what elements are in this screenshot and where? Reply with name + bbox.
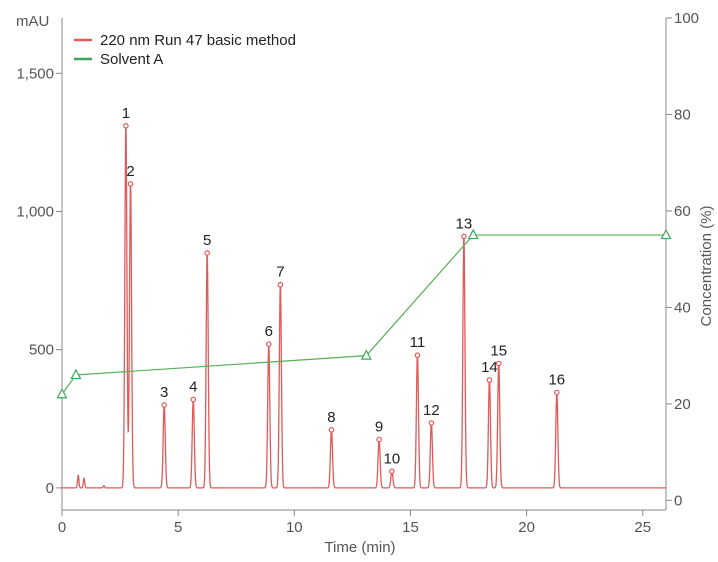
peak-marker-13 [461,233,467,240]
y-tick-label: 0 [46,480,54,497]
peak-label-15: 15 [490,343,507,360]
peak-label-16: 16 [548,372,565,389]
peak-label-9: 9 [375,419,383,436]
y-unit-label: mAU [16,13,49,30]
y2-tick-label: 20 [674,396,691,413]
peak-label-13: 13 [456,215,473,232]
solvent-point [56,387,68,399]
peak-label-3: 3 [160,384,168,401]
y-tick-label: 500 [29,342,54,359]
solvent-line [61,234,666,395]
solvent-point [360,349,372,360]
y-tick-label: 1,000 [16,203,54,220]
peak-label-7: 7 [276,264,284,281]
peak-marker-11 [414,352,421,359]
peak-label-8: 8 [327,409,335,426]
axes [61,18,667,511]
solvent-point [467,228,479,240]
peak-marker-5 [204,250,210,256]
y2-tick-label: 100 [674,10,699,27]
peak-label-10: 10 [384,450,401,467]
y2-axis-title: Concentration (%) [698,206,715,327]
peak-marker-2 [127,181,134,187]
peak-marker-14 [486,377,493,383]
plot-area [56,122,672,489]
peak-label-4: 4 [189,378,197,395]
solvent-point [660,228,672,240]
y-tick-label: 1,500 [16,65,54,82]
peak-label-2: 2 [126,163,134,180]
peak-label-14: 14 [481,359,498,376]
y2-tick-label: 40 [674,299,691,316]
peak-marker-16 [554,389,560,396]
x-tick-label: 15 [402,519,419,536]
peak-label-6: 6 [265,323,273,340]
x-tick-label: 10 [286,519,303,536]
peak-label-5: 5 [203,232,211,249]
y2-tick-label: 80 [674,106,691,123]
legend-label-solvent: Solvent A [100,51,163,68]
chromatogram-line [62,125,666,489]
legend-label-chromatogram: 220 nm Run 47 basic method [100,32,296,49]
legend: 220 nm Run 47 basic method Solvent A [74,32,296,68]
peak-marker-4 [190,396,197,403]
y2-tick-label: 60 [674,203,691,220]
peak-marker-15 [495,360,502,367]
peak-marker-1 [123,122,129,129]
x-tick-label: 5 [174,519,182,536]
x-axis-title: Time (min) [324,539,395,556]
peak-label-11: 11 [410,334,426,351]
peak-marker-8 [328,427,335,433]
peak-marker-9 [376,436,382,443]
x-tick-label: 20 [518,519,535,536]
solvent-point [70,368,82,380]
peak-marker-10 [389,468,395,475]
peak-marker-3 [161,402,168,408]
peak-label-1: 1 [122,105,130,122]
peak-marker-6 [265,341,272,347]
peak-marker-7 [277,281,284,288]
peak-label-12: 12 [423,402,440,419]
x-tick-label: 25 [634,519,651,536]
y2-tick-label: 0 [674,492,682,509]
peak-marker-12 [428,420,435,426]
x-tick-label: 0 [58,519,66,536]
